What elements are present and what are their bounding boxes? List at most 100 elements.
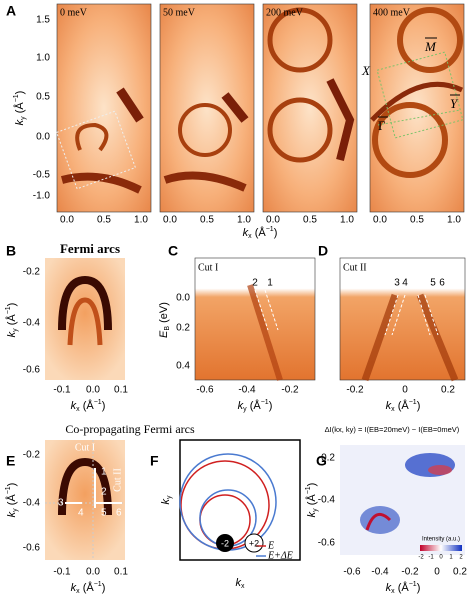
number: 3 [58, 498, 64, 509]
cut-label: Cut II [112, 468, 123, 492]
axis-label: ky (Å−1) [13, 91, 27, 126]
label-part: −1 [305, 486, 312, 494]
x-tick-label: -0.2 [281, 385, 299, 396]
label-part: ) [6, 483, 18, 487]
number: 2 [101, 487, 107, 498]
x-tick-label: 0.0 [60, 215, 74, 226]
point-label: M [424, 39, 437, 54]
formula: ΔI(kx, ky) = I(EB=20meV) − I(EB=0meV) [325, 425, 460, 434]
x-tick-label: 1.0 [134, 215, 148, 226]
x-tick-label: 0.5 [200, 215, 214, 226]
arrow-label: 2 [252, 278, 258, 289]
panel-label: E [6, 453, 15, 469]
x-tick-label: 0.0 [266, 215, 280, 226]
axis-label: kx (Å−1) [71, 581, 106, 595]
y-tick-label: 0.5 [36, 92, 50, 103]
point-label: Y [450, 96, 459, 111]
panel-efg-images [45, 439, 465, 561]
legend-label: E [267, 540, 274, 551]
x-tick-label: -0.6 [343, 567, 361, 578]
x-tick-label: -0.4 [371, 567, 389, 578]
number: 6 [116, 508, 122, 519]
x-tick-label: 0 [439, 555, 443, 561]
arrow-label: 3 [394, 278, 400, 289]
label-part: −1 [5, 486, 12, 494]
x-tick-label: 0.0 [86, 567, 100, 578]
x-tick-label: 0.0 [86, 385, 100, 396]
label-part: k [71, 582, 77, 594]
y-tick-label: -0.5 [33, 170, 51, 181]
label-part: k [238, 400, 244, 412]
label-part: ) [14, 91, 26, 95]
label-part: k [6, 511, 18, 517]
label-part: (Å [247, 399, 262, 412]
x-tick-label: 0.2 [453, 567, 467, 578]
label-part: k [386, 582, 392, 594]
label-part: k [160, 499, 172, 505]
label-part: (Å [252, 226, 267, 239]
label-part: −1 [261, 399, 269, 406]
label-part: x [391, 588, 395, 595]
label-part: ) [269, 400, 273, 412]
label-part: y [12, 508, 19, 512]
y-tick-label: -0.6 [23, 543, 41, 554]
number: 5 [101, 508, 107, 519]
y-tick-label: -0.2 [23, 450, 41, 461]
charge: +2 [249, 538, 259, 548]
axis-label: kx (Å−1) [243, 226, 278, 240]
label-part: (Å [5, 314, 18, 329]
y-tick-label: 1.5 [36, 15, 50, 26]
x-tick-label: 0.5 [410, 215, 424, 226]
y-tick-label: 0.0 [36, 132, 50, 143]
point-label: Γ [378, 118, 386, 133]
label-part: ) [417, 582, 421, 594]
y-tick-label: -0.4 [23, 498, 41, 509]
label-part: ) [417, 400, 421, 412]
x-tick-label: 1 [449, 555, 453, 561]
arrow-label: 1 [267, 278, 273, 289]
colorbar-title: Intensity (a.u.) [422, 537, 460, 543]
label-part: y [166, 495, 173, 499]
panel-label: A [6, 3, 16, 19]
label-part: ) [274, 227, 278, 239]
panel-label: F [150, 453, 159, 469]
x-tick-label: 0 [434, 567, 440, 578]
x-tick-label: -0.2 [346, 385, 364, 396]
x-tick-label: 0.5 [303, 215, 317, 226]
x-tick-label: 1.0 [340, 215, 354, 226]
label-part: k [243, 227, 249, 239]
label-part: E [158, 330, 170, 338]
axis-label: kx [236, 577, 246, 590]
arrow-label: 4 [402, 278, 408, 289]
arrow-label: 5 [430, 278, 436, 289]
cut-label: Cut I [75, 442, 95, 453]
row-title: Co-propagating Fermi arcs [65, 422, 195, 436]
label-part: y [243, 406, 247, 413]
y-tick-label: 1.0 [36, 53, 50, 64]
panel-label: D [318, 243, 328, 259]
label-part: k [386, 400, 392, 412]
label-part: x [391, 406, 395, 413]
label-part: −1 [266, 226, 274, 233]
x-tick-label: 0.1 [114, 385, 128, 396]
x-tick-label: 2 [459, 555, 463, 561]
label-part: −1 [409, 399, 417, 406]
x-tick-label: -2 [418, 555, 424, 561]
label-part: (Å [13, 102, 26, 117]
panel-bcd-images [45, 257, 466, 382]
x-tick-label: -1 [428, 555, 434, 561]
axis-label: kx (Å−1) [386, 581, 421, 595]
label-part: (Å [395, 399, 410, 412]
y-tick-label: 0.2 [176, 323, 190, 334]
panel-title: Fermi arcs [60, 241, 120, 256]
panel-label: G [316, 453, 327, 469]
number: 4 [78, 508, 84, 519]
axis-label: kx (Å−1) [71, 399, 106, 413]
x-tick-label: -0.1 [53, 567, 71, 578]
label-part: y [12, 328, 19, 332]
y-tick-label: -0.2 [23, 267, 41, 278]
y-tick-label: 0.4 [176, 361, 190, 372]
label-part: ) [102, 582, 106, 594]
x-tick-label: 0.0 [373, 215, 387, 226]
